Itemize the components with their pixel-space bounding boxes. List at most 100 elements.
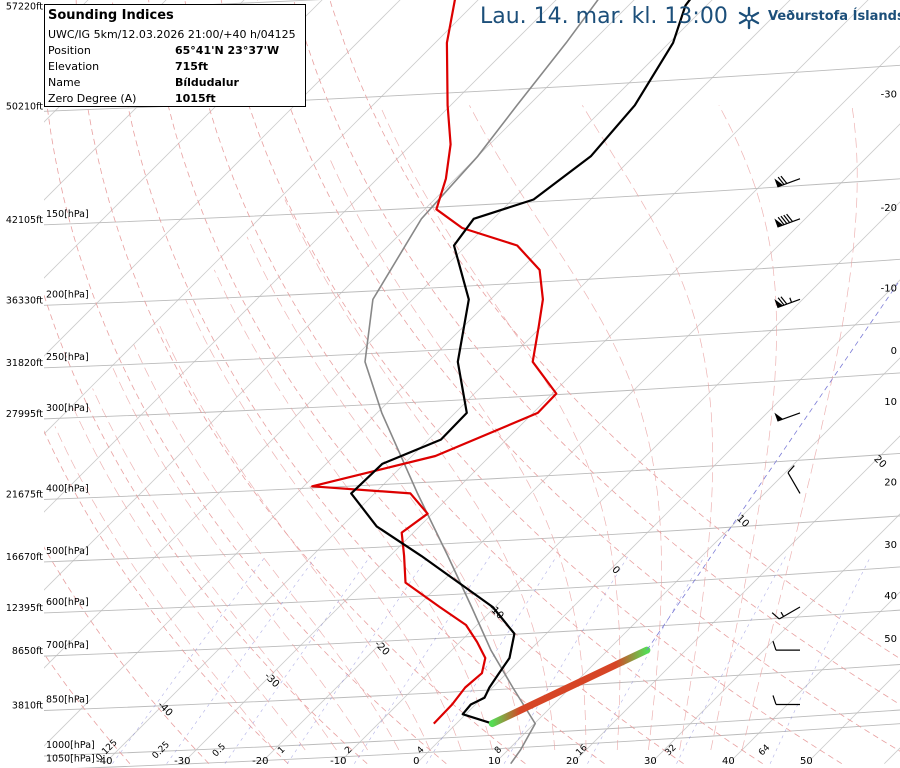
isobar-line [75, 723, 900, 768]
axis-labels: 0.125 0.25 0.5 1 2 4 8 16 32 641050[hPa]1000[hPa]… [6, 1, 897, 767]
wind-barb-staff [777, 178, 801, 188]
pressure-label: 400[hPa] [46, 483, 89, 494]
isotherm-line [104, 0, 869, 764]
name-label: Name [48, 76, 81, 89]
temperature-tick-label: -30 [174, 756, 190, 767]
mixing-ratio-line [287, 555, 429, 764]
height-label: 16670ft [6, 552, 43, 563]
pressure-label: 600[hPa] [46, 597, 89, 608]
right-axis-label: 10 [884, 397, 897, 408]
dry-adiabat-line [148, 0, 684, 765]
isotherm-line [260, 123, 900, 764]
isotherm-line [494, 357, 900, 764]
wind-barb-flag [777, 297, 785, 306]
mixing-ratio-line [112, 555, 267, 764]
temperature-tick-label: -10 [330, 756, 346, 767]
height-label: 3810ft [12, 700, 43, 711]
temperature-tick-label: 20 [566, 756, 579, 767]
isotherm-line [572, 435, 900, 764]
dry-adiabat-line [44, 430, 289, 764]
temperature-line [311, 0, 558, 725]
wind-barb-half-flag [789, 297, 793, 303]
mixing-ratio-line [587, 555, 705, 764]
mixing-ratio-line [503, 555, 629, 764]
right-axis-label: 40 [884, 591, 897, 602]
pressure-label: 850[hPa] [46, 694, 89, 705]
pressure-label: 150[hPa] [46, 209, 89, 220]
position-value: 65°41'N 23°37'W [175, 44, 280, 57]
isotherm-line [884, 747, 900, 764]
model-run-text: UWC/IG 5km/12.03.2026 21:00/+40 h/04125 [48, 28, 296, 41]
pressure-label: 1000[hPa] [46, 740, 95, 751]
wind-barb-flag [787, 465, 795, 474]
pressure-label: 500[hPa] [46, 546, 89, 557]
temperature-tick-label: 50 [800, 756, 813, 767]
right-axis-label: 20 [884, 477, 897, 488]
wind-barb-staff [787, 472, 801, 494]
dry-adiabat-line [220, 0, 843, 765]
isotherm-label: 20 [871, 454, 888, 471]
dry-adiabat-line [112, 0, 605, 765]
temperature-tick-label: 10 [488, 756, 501, 767]
wind-barb [774, 213, 801, 228]
wind-barb [772, 695, 800, 706]
wind-barb-flag [783, 214, 791, 223]
wind-barb-pennant [774, 178, 784, 187]
temperature-tick-label: 30 [644, 756, 657, 767]
wind-barb [774, 296, 801, 309]
mixing-ratio-label: 4 [415, 745, 426, 756]
height-label: 57220ft [6, 1, 43, 12]
sounding-profiles [311, 0, 899, 765]
height-label: 12395ft [6, 603, 43, 614]
mixing-ratio-line [166, 555, 317, 764]
mixing-ratio-label: 64 [757, 743, 772, 758]
height-label: 31820ft [6, 358, 43, 369]
moist-adiabat-line [246, 236, 524, 751]
info-row-position: Position 65°41'N 23°37'W [48, 44, 303, 59]
isobar-line [44, 321, 900, 369]
isotherm-line [44, 0, 713, 669]
moist-adiabat-line [73, 408, 306, 751]
wind-barb [771, 606, 801, 620]
wind-barb-flag [786, 213, 793, 222]
height-label: 36330ft [6, 295, 43, 306]
dry-adiabat-line [329, 0, 900, 660]
zero-degree-label: Zero Degree (A) [48, 92, 137, 105]
isotherm-line [44, 0, 635, 591]
right-axis-label: 50 [884, 634, 897, 645]
wind-barb-flag [780, 175, 788, 184]
logo-text: Veðurstofa Íslands [768, 9, 900, 24]
wind-barb [774, 175, 801, 188]
name-value: Bíldudalur [175, 76, 239, 89]
moist-adiabat-line [328, 156, 587, 750]
wind-barb-column [771, 175, 801, 706]
isotherm-line [416, 279, 900, 764]
temperature-tick-label: -40 [96, 756, 112, 767]
moist-adiabat-line [213, 269, 493, 751]
lifted-guide-line [646, 282, 899, 651]
wind-barb-pennant [774, 218, 784, 228]
dry-adiabat-line [257, 0, 900, 752]
wind-barb-half-flag [780, 611, 785, 617]
isotherm-label: 0 [609, 564, 621, 576]
right-axis-label: 0 [891, 346, 897, 357]
position-label: Position [48, 44, 91, 57]
moist-adiabat-line [741, 105, 858, 751]
wind-barb [787, 465, 801, 494]
isobar-line [44, 258, 900, 306]
dry-adiabat-line [44, 74, 447, 765]
elevation-label: Elevation [48, 60, 100, 73]
wind-barb-flag [777, 176, 785, 185]
valid-time-title: Lau. 14. mar. kl. 13:00 [480, 4, 728, 29]
isotherm-line [44, 0, 557, 513]
wind-barb [774, 412, 801, 422]
wind-barb-flag [772, 695, 777, 705]
height-label: 42105ft [6, 215, 43, 226]
moist-adiabat-line [185, 299, 462, 751]
wind-barb-flag [777, 216, 785, 225]
moist-adiabat-line [133, 344, 400, 751]
wind-barb [772, 640, 800, 651]
isobar-line [44, 609, 900, 657]
elevation-value: 715ft [175, 60, 209, 73]
isotherm-line [338, 201, 900, 764]
